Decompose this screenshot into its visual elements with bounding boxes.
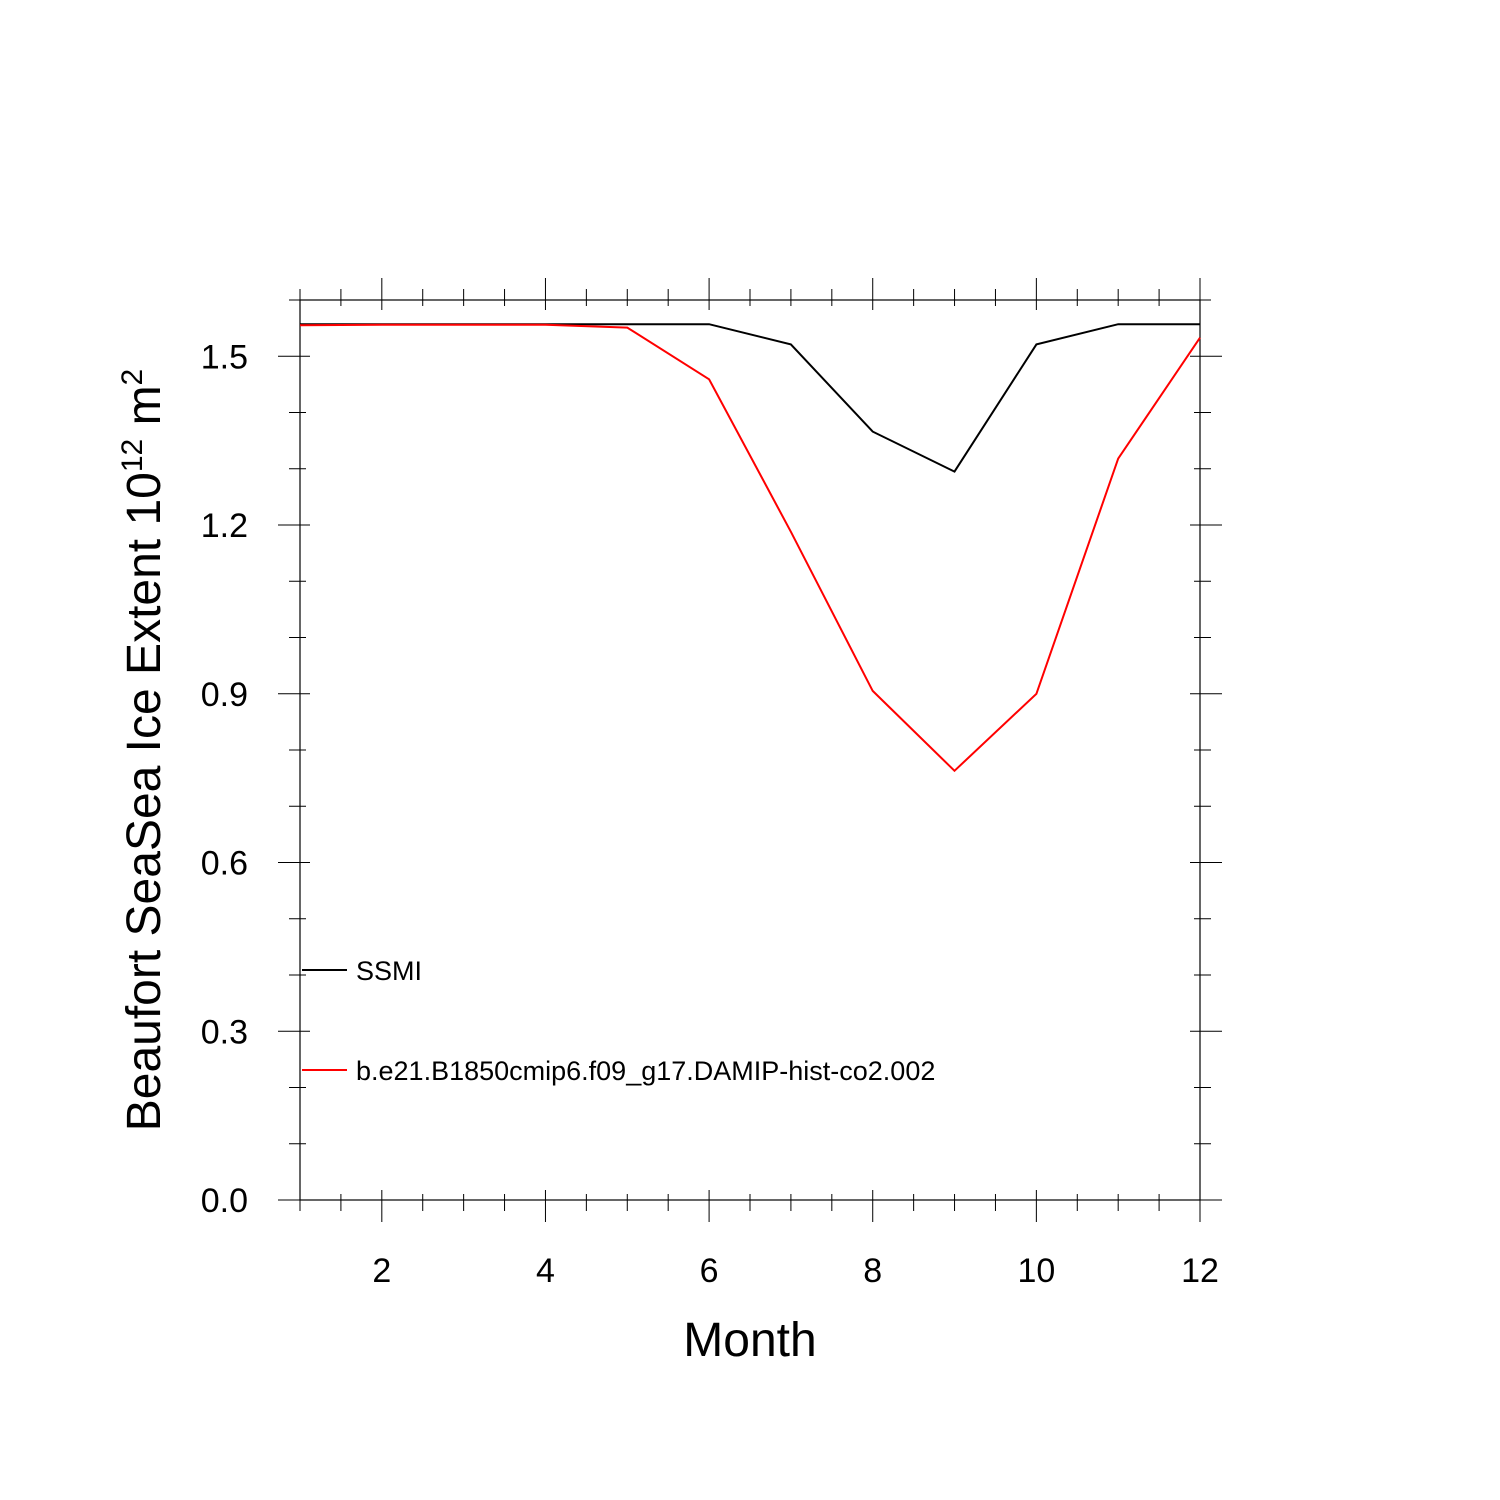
y-tick-labels: 0.0 0.3 0.6 0.9 1.2 1.5 bbox=[201, 338, 248, 1220]
x-tick-label: 12 bbox=[1181, 1252, 1219, 1290]
series-line bbox=[300, 323, 1200, 473]
x-tick-label: 10 bbox=[1017, 1252, 1055, 1290]
series-lines bbox=[299, 323, 1201, 773]
y-axis-title-exp1: 12 bbox=[116, 439, 149, 472]
y-axis-title-exp2: 2 bbox=[116, 369, 149, 386]
legend: SSMI b.e21.B1850cmip6.f09_g17.DAMIP-hist-… bbox=[302, 956, 935, 1086]
x-tick-label: 4 bbox=[536, 1252, 555, 1290]
y-tick-label: 1.5 bbox=[201, 338, 248, 376]
x-axis-title: Month bbox=[683, 1314, 816, 1367]
x-tick-labels: 2 4 6 8 10 12 bbox=[372, 1252, 1219, 1290]
y-axis-title-prefix: Beaufort SeaSea Ice Extent 10 bbox=[118, 472, 171, 1131]
y-tick-label: 0.9 bbox=[201, 676, 248, 714]
y-tick-label: 0.6 bbox=[201, 845, 248, 883]
y-axis-title: Beaufort SeaSea Ice Extent 1012 m2 bbox=[116, 369, 171, 1132]
y-tick-label: 1.2 bbox=[201, 507, 248, 545]
y-axis-title-unit: m bbox=[118, 385, 171, 438]
axis-ticks bbox=[278, 278, 1222, 1222]
legend-label: SSMI bbox=[356, 956, 422, 986]
y-tick-label: 0.0 bbox=[201, 1182, 248, 1220]
x-tick-label: 2 bbox=[372, 1252, 391, 1290]
y-tick-label: 0.3 bbox=[201, 1013, 248, 1051]
legend-label: b.e21.B1850cmip6.f09_g17.DAMIP-hist-co2.… bbox=[356, 1056, 935, 1086]
x-tick-label: 8 bbox=[863, 1252, 882, 1290]
series-line bbox=[299, 323, 1201, 773]
x-tick-label: 6 bbox=[700, 1252, 719, 1290]
